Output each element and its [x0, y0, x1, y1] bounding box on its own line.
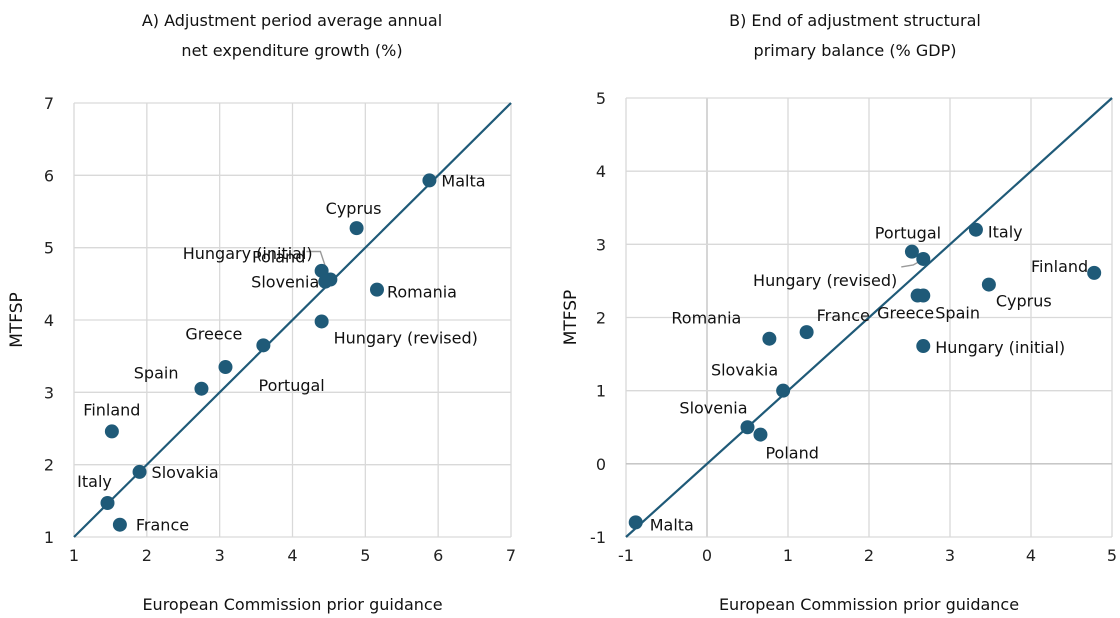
data-point-label: Italy	[988, 223, 1023, 242]
y-tick-label: 2	[596, 309, 606, 328]
chart-panel-a: A) Adjustment period average annual net e…	[7, 11, 516, 614]
x-tick-label: 1	[783, 546, 793, 565]
data-point-label: Spain	[134, 364, 179, 383]
y-tick-label: 5	[596, 89, 606, 108]
data-point	[981, 277, 996, 292]
data-point	[349, 221, 364, 236]
data-point-label: Cyprus	[996, 292, 1052, 311]
y-tick-label: 4	[596, 162, 606, 181]
data-point	[776, 383, 791, 398]
data-point-label: Hungary (revised)	[334, 328, 478, 347]
data-point-label: Greece	[185, 324, 242, 343]
data-point-label: Greece	[877, 304, 934, 323]
y-tick-label: 0	[596, 455, 606, 474]
x-tick-label: 0	[702, 546, 712, 565]
x-axis-label: European Commission prior guidance	[719, 595, 1019, 614]
y-axis-label: MTFSP	[7, 292, 27, 348]
data-point	[218, 360, 233, 375]
chart-title-line: net expenditure growth (%)	[181, 41, 402, 60]
reference-line-45deg	[73, 102, 512, 538]
data-point	[753, 427, 768, 442]
chart-panel-b: B) End of adjustment structural primary b…	[561, 11, 1117, 614]
data-point-label: Hungary (initial)	[935, 338, 1065, 357]
data-point-label: France	[136, 516, 189, 535]
y-tick-label: 3	[44, 383, 54, 402]
data-point	[112, 517, 127, 532]
data-point-label: Hungary (initial)	[183, 244, 313, 263]
x-tick-label: 2	[142, 546, 152, 565]
data-point-label: Spain	[935, 304, 980, 323]
chart-title: A) Adjustment period average annual net e…	[142, 11, 442, 60]
data-point-label: Slovakia	[152, 463, 219, 482]
x-tick-label: 3	[215, 546, 225, 565]
y-axis-label: MTFSP	[561, 290, 581, 346]
data-point	[318, 274, 333, 289]
chart-title-line: A) Adjustment period average annual	[142, 11, 442, 30]
y-tick-label: 3	[596, 235, 606, 254]
data-point	[904, 244, 919, 259]
reference-line-45deg	[625, 97, 1113, 538]
data-point	[968, 222, 983, 237]
data-point	[740, 420, 755, 435]
data-point-label: Italy	[77, 472, 112, 491]
y-tick-label: 7	[44, 94, 54, 113]
data-point	[916, 288, 931, 303]
x-tick-label: 4	[1026, 546, 1036, 565]
x-tick-label: 2	[864, 546, 874, 565]
data-point-label: Poland	[765, 444, 818, 463]
data-point	[132, 464, 147, 479]
data-point-label: Cyprus	[326, 199, 382, 218]
data-point	[1087, 265, 1102, 280]
chart-title-line: B) End of adjustment structural	[729, 11, 981, 30]
data-point	[194, 381, 209, 396]
y-tick-label: -1	[590, 528, 606, 547]
data-point-label: Finland	[1031, 257, 1088, 276]
data-point-label: Slovenia	[251, 273, 319, 292]
y-tick-label: 4	[44, 311, 54, 330]
data-point	[916, 251, 931, 266]
data-point	[762, 331, 777, 346]
data-point	[256, 338, 271, 353]
x-tick-label: 3	[945, 546, 955, 565]
data-point-label: Poland	[252, 247, 305, 266]
y-tick-label: 6	[44, 166, 54, 185]
x-tick-label: -1	[618, 546, 634, 565]
x-tick-label: 5	[360, 546, 370, 565]
x-tick-label: 1	[69, 546, 79, 565]
x-tick-label: 7	[506, 546, 516, 565]
y-tick-label: 1	[596, 382, 606, 401]
y-tick-label: 1	[44, 528, 54, 547]
x-tick-label: 6	[433, 546, 443, 565]
data-point-label: Finland	[83, 400, 140, 419]
data-point	[100, 496, 115, 511]
data-point	[799, 325, 814, 340]
data-point	[369, 282, 384, 297]
x-axis-label: European Commission prior guidance	[142, 595, 442, 614]
data-point	[314, 314, 329, 329]
data-point-label: Malta	[441, 171, 485, 190]
data-point-label: Hungary (revised)	[753, 271, 897, 290]
data-point	[104, 424, 119, 439]
data-point	[628, 515, 643, 530]
data-point	[314, 263, 329, 278]
chart-title: B) End of adjustment structural primary b…	[729, 11, 981, 60]
chart-title-line: primary balance (% GDP)	[754, 41, 957, 60]
data-point-label: Romania	[671, 309, 741, 328]
x-tick-label: 5	[1107, 546, 1117, 565]
y-tick-label: 5	[44, 239, 54, 258]
data-point-label: France	[817, 306, 870, 325]
data-point-label: Portugal	[258, 376, 324, 395]
data-point	[916, 339, 931, 354]
data-point-label: Slovakia	[711, 361, 778, 380]
data-point-label: Portugal	[875, 224, 941, 243]
data-point-label: Malta	[650, 515, 694, 534]
data-point	[422, 173, 437, 188]
x-tick-label: 4	[287, 546, 297, 565]
y-tick-label: 2	[44, 456, 54, 475]
data-point-label: Romania	[387, 283, 457, 302]
data-point-label: Slovenia	[679, 398, 747, 417]
